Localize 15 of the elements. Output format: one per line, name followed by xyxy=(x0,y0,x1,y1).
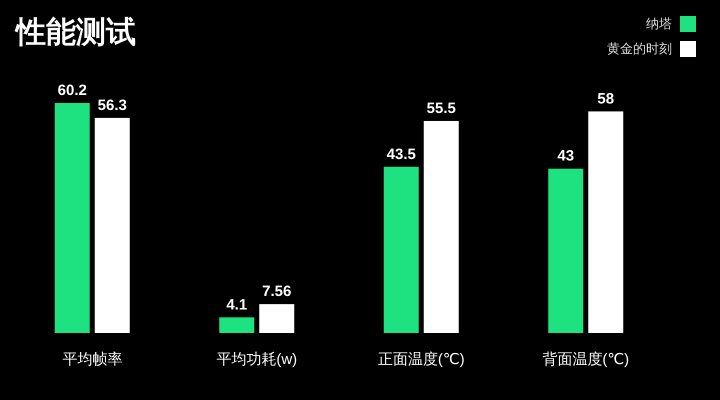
title: 性能测试 xyxy=(16,16,136,49)
data-label: 43 xyxy=(557,148,574,165)
data-label: 7.56 xyxy=(262,283,292,300)
data-label: 4.1 xyxy=(226,296,248,314)
category: 背面温度(℃) xyxy=(542,351,630,368)
legend-label: 黄金的时刻 xyxy=(607,41,672,56)
data-label: 60.2 xyxy=(58,82,87,99)
category: 平均功耗(w) xyxy=(216,351,298,368)
data-label: 56.3 xyxy=(98,96,127,114)
data-label: 43.5 xyxy=(386,146,416,163)
category: 平均帧率 xyxy=(62,351,122,368)
category: 正面温度(℃) xyxy=(378,351,465,368)
data-label: 55.5 xyxy=(426,100,456,117)
legend-label: 纳塔 xyxy=(646,16,672,31)
data-label: 58 xyxy=(597,90,614,108)
